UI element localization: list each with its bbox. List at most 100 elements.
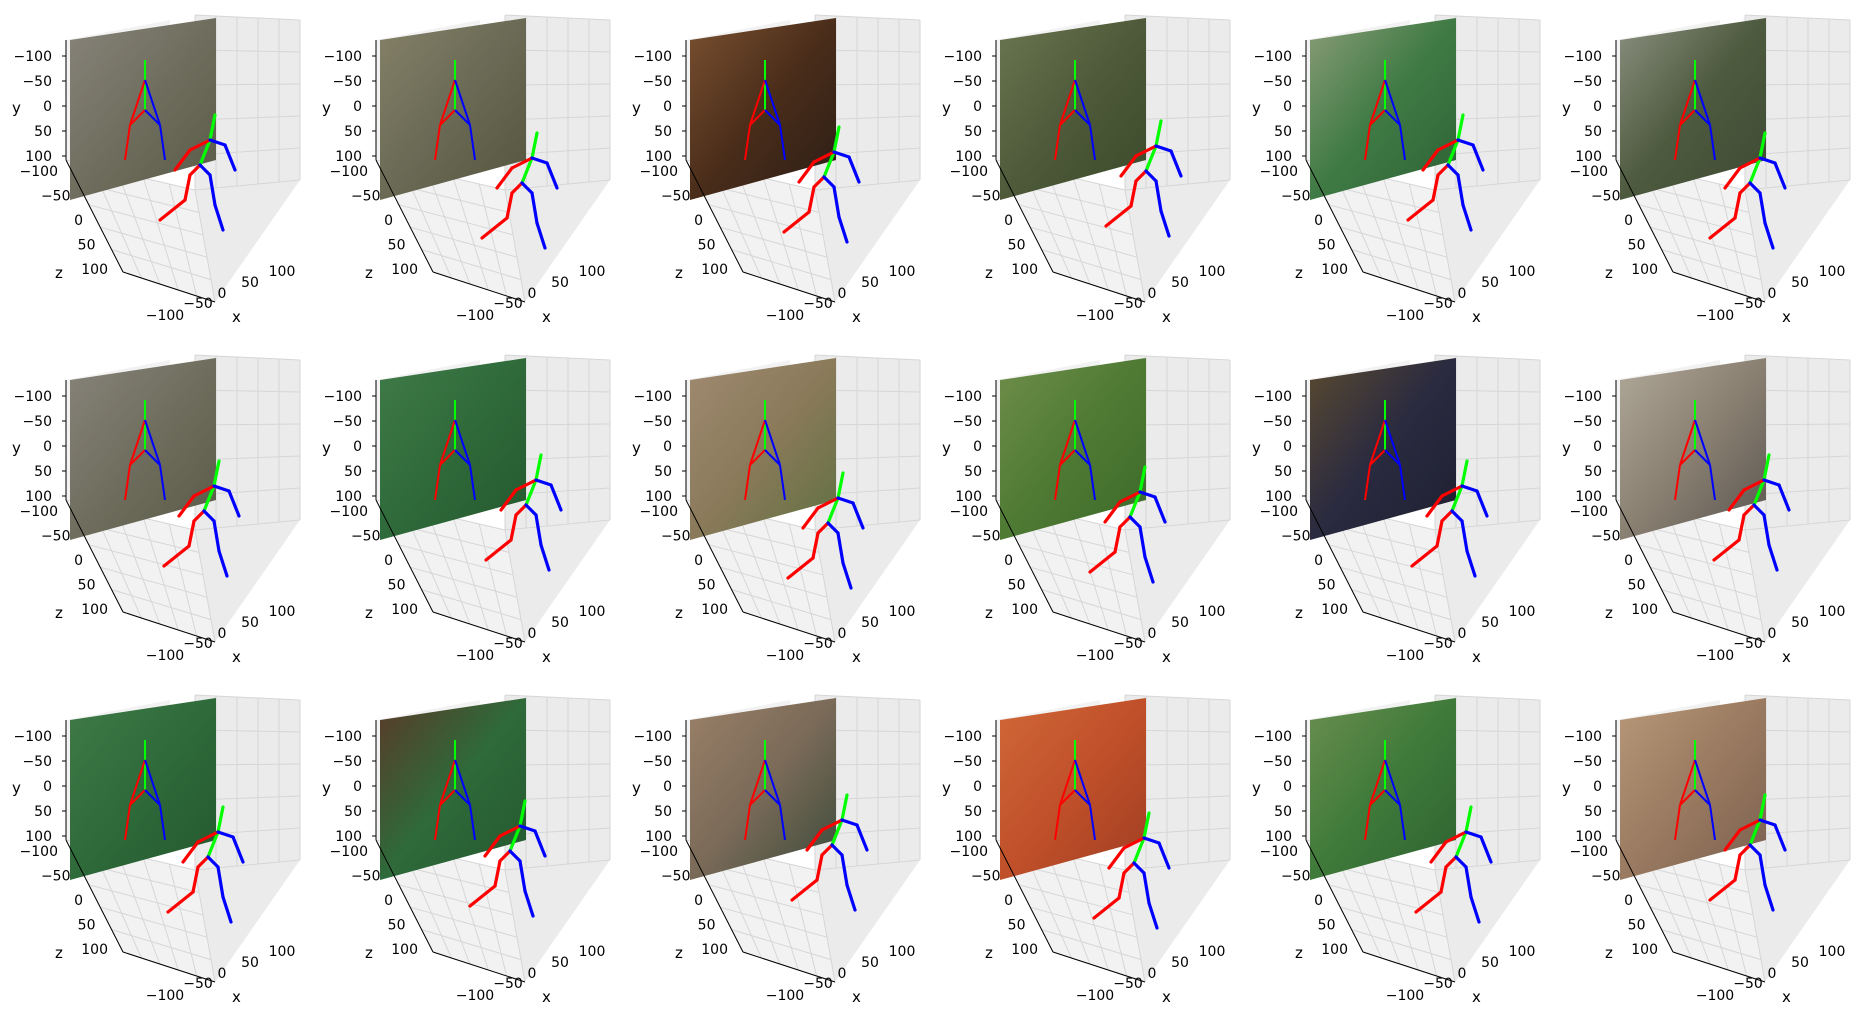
x-tick-label: 0 <box>528 626 537 642</box>
pose-3d-bone <box>1450 509 1464 523</box>
grid-line <box>1718 183 1748 297</box>
x-tick-label: 0 <box>218 626 227 642</box>
x-tick-label: −100 <box>766 648 804 664</box>
y-axis-label: y <box>1252 99 1261 117</box>
pose-3d-bone <box>1113 525 1122 554</box>
pose-3d-bone <box>1436 163 1450 177</box>
pose-3d-bone <box>1758 818 1777 827</box>
y-tick-label: 0 <box>43 779 52 795</box>
pose-3d-bone <box>786 556 815 580</box>
pose-3d-bone <box>524 503 538 517</box>
y-tick-label: −50 <box>1262 74 1292 90</box>
x-tick-label: 50 <box>241 955 259 971</box>
pose-3d-bone <box>830 818 844 847</box>
grid-line <box>1030 226 1138 258</box>
z-tick-label: −100 <box>1570 164 1608 180</box>
side-pane <box>1125 15 1230 302</box>
y-tick-label: −50 <box>952 414 982 430</box>
y-tick-label: 100 <box>335 489 362 505</box>
x-tick-label: −50 <box>803 296 833 312</box>
z-tick-label: −50 <box>971 529 1001 545</box>
grid-line <box>410 906 518 938</box>
pose-3d-bone <box>1738 156 1762 170</box>
grid-line <box>1667 511 1711 625</box>
x-tick-label: −100 <box>1696 308 1734 324</box>
pose-3d-bone <box>1712 538 1741 562</box>
pose-3d-bone <box>832 125 841 154</box>
z-tick-label: −100 <box>1260 844 1298 860</box>
pose-3d-bone <box>1118 515 1132 529</box>
y-axis-label: y <box>942 439 951 457</box>
image-skeleton-bone <box>1089 124 1096 161</box>
grid-line <box>504 14 611 21</box>
side-pane <box>1435 355 1540 642</box>
y-tick-label: −50 <box>332 754 362 770</box>
grid-line <box>194 354 301 361</box>
image-skeleton-bone <box>1384 79 1401 126</box>
image-skeleton-bone <box>749 109 766 126</box>
y-tick-label: −50 <box>332 74 362 90</box>
grid-line <box>1667 171 1711 285</box>
grid-line <box>111 929 212 961</box>
floor-pane <box>686 500 835 642</box>
z-tick-label: 50 <box>1318 578 1336 594</box>
grid-line <box>421 249 522 281</box>
z-axis-label: z <box>55 944 63 962</box>
pose-3d-bone <box>1738 818 1762 832</box>
z-axis-label: z <box>55 604 63 622</box>
floor-pane <box>66 160 215 302</box>
grid-line <box>421 929 522 961</box>
pose-3d-bone <box>832 185 841 219</box>
y-tick-label: −50 <box>332 414 362 430</box>
x-axis-label: x <box>1472 308 1481 326</box>
floor-pane <box>1616 840 1765 982</box>
z-axis-line <box>1615 159 1674 273</box>
pose-3d-bone <box>1138 490 1157 499</box>
grid-line <box>194 529 216 643</box>
grid-line <box>1041 589 1142 621</box>
x-tick-label: −50 <box>183 976 213 992</box>
grid-line <box>1434 519 1541 531</box>
image-skeleton-bone <box>1399 464 1406 501</box>
x-axis-line <box>1672 611 1766 643</box>
image-skeleton-bone <box>1679 789 1696 806</box>
pose-3d-bone <box>1748 156 1762 185</box>
x-tick-label: −100 <box>1386 988 1424 1004</box>
grid-line <box>737 171 781 285</box>
pose-3d-bone <box>1456 138 1475 147</box>
z-tick-label: −50 <box>351 189 381 205</box>
pose-3d-bone <box>840 793 849 822</box>
y-tick-label: 50 <box>654 124 672 140</box>
image-skeleton-bone <box>454 789 471 806</box>
grid-line <box>427 851 471 965</box>
pose-3d-bone <box>533 829 547 858</box>
grid-line <box>478 183 508 297</box>
x-axis-label: x <box>1162 308 1171 326</box>
grid-line <box>1030 906 1138 938</box>
floor-pane <box>996 840 1145 982</box>
pose-3d-bone <box>173 148 192 172</box>
input-image <box>690 358 836 540</box>
grid-line <box>1434 859 1541 871</box>
z-tick-label: 0 <box>384 213 393 229</box>
pose-panel-10: −100−50050100−100−50050100−100−50050100y… <box>942 354 1231 666</box>
y-tick-label: −100 <box>14 49 52 65</box>
z-axis-label: z <box>675 604 683 622</box>
pose-3d-bone <box>1456 113 1465 142</box>
floor-pane <box>376 840 525 982</box>
x-tick-label: 0 <box>1148 626 1157 642</box>
z-tick-label: −50 <box>41 529 71 545</box>
x-tick-label: 100 <box>579 264 606 280</box>
y-tick-label: 50 <box>34 804 52 820</box>
y-tick-label: 50 <box>344 464 362 480</box>
pose-3d-bone <box>520 181 534 195</box>
image-skeleton-bone <box>1054 464 1061 501</box>
pose-3d-bone <box>1439 865 1448 894</box>
pose-panel-6: −100−50050100−100−50050100−100−50050100y… <box>1562 14 1851 326</box>
pose-3d-bone <box>1144 169 1158 183</box>
pose-3d-bone <box>1132 861 1146 875</box>
y-tick-label: 50 <box>344 804 362 820</box>
pose-3d-bone <box>539 543 551 572</box>
pose-3d-bone <box>498 849 512 863</box>
pose-3d-bone <box>1128 490 1142 519</box>
